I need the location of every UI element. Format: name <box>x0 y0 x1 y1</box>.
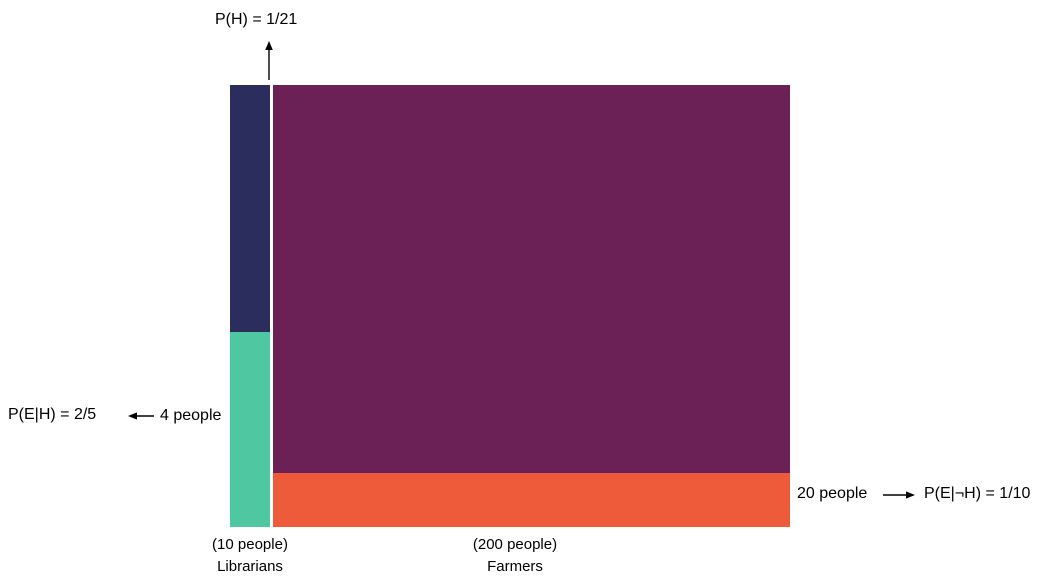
farmer-caption: (200 people) Farmers <box>452 534 578 578</box>
farmer-rectangle <box>273 85 790 527</box>
farmer-count-label: (200 people) <box>472 536 558 553</box>
prior-probability-label: P(H) = 1/21 <box>215 11 298 28</box>
right-arrow-icon <box>882 489 916 501</box>
farmer-non-evidence-segment <box>273 85 790 473</box>
farmer-group-label: Farmers <box>487 558 543 575</box>
librarian-evidence-segment <box>230 332 270 527</box>
librarian-count-label: (10 people) <box>212 536 288 553</box>
farmer-evidence-segment <box>273 473 790 527</box>
librarian-caption: (10 people) Librarians <box>192 534 308 578</box>
left-arrow-icon <box>127 410 155 422</box>
likelihood-given-h-label: P(E|H) = 2/5 <box>8 406 97 423</box>
up-arrow-icon <box>262 40 276 80</box>
likelihood-given-not-h-label: P(E|¬H) = 1/10 <box>924 485 1031 502</box>
farmer-evidence-count-label: 20 people <box>797 485 868 502</box>
librarian-group-label: Librarians <box>217 558 283 575</box>
librarian-evidence-count-label: 4 people <box>160 407 222 424</box>
librarian-non-evidence-segment <box>230 85 270 332</box>
librarian-bar <box>230 85 270 527</box>
